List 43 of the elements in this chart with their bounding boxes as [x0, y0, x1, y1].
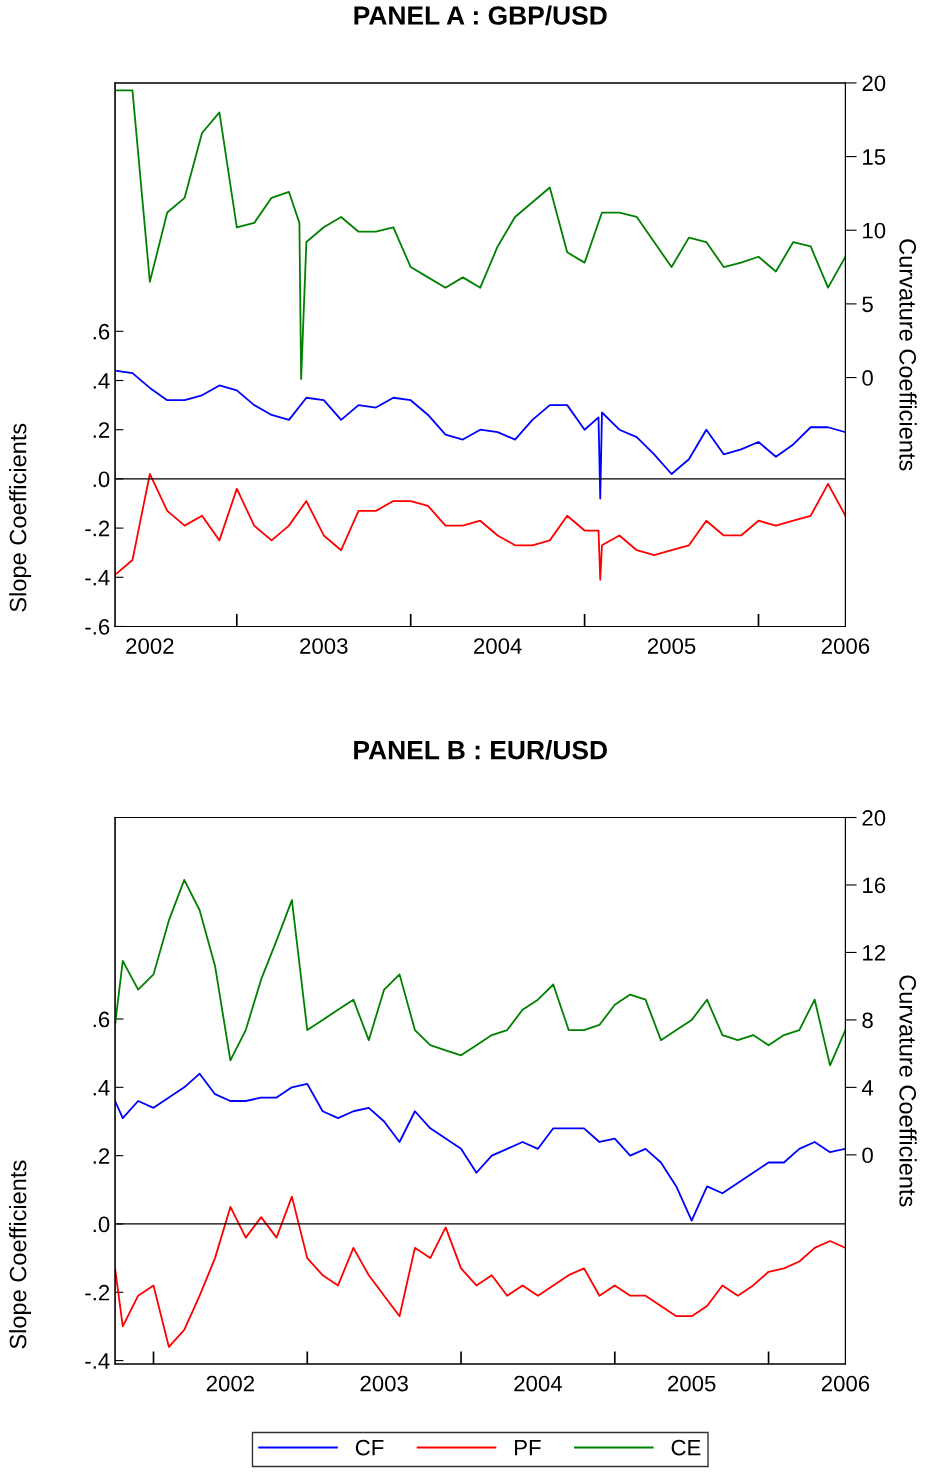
y2-tick-label: 0 [862, 370, 873, 386]
y-tick-label: .2 [93, 1148, 110, 1164]
y2-tick-label: 15 [863, 149, 886, 165]
y2-tick-label: 20 [862, 75, 886, 92]
y-tick-label: -.2 [85, 520, 110, 537]
x-tick-label: 2005 [668, 1375, 716, 1392]
legend-label: PF [515, 1439, 541, 1456]
x-tick-label: 2004 [474, 638, 522, 654]
y-tick-label: .0 [93, 471, 110, 488]
x-tick-label: 2006 [821, 638, 870, 654]
chart-title: PANEL B : EUR/USD [354, 740, 607, 760]
legend-label: CF [355, 1439, 384, 1456]
chart-title: PANEL A : GBP/USD [354, 5, 607, 26]
y-axis-title: Slope Coefficients [9, 1160, 32, 1349]
x-tick-label: 2004 [514, 1375, 562, 1392]
y-tick-label: .6 [93, 323, 110, 340]
y-tick-label: -.6 [85, 619, 110, 635]
y2-tick-label: 20 [862, 810, 886, 826]
y-tick-label: .0 [93, 1216, 110, 1233]
y-tick-label: .2 [93, 422, 110, 438]
x-tick-label: 2002 [126, 638, 174, 654]
x-tick-label: 2005 [647, 638, 696, 654]
y-tick-label: -.2 [85, 1284, 110, 1301]
legend-label: CE [671, 1439, 701, 1456]
y-tick-label: .4 [93, 1080, 110, 1096]
y-tick-label: .6 [93, 1011, 110, 1028]
y2-tick-label: 8 [862, 1012, 873, 1029]
y-axis-title: Slope Coefficients [9, 423, 32, 612]
y-tick-label: .4 [93, 373, 110, 389]
y2-tick-label: 0 [862, 1147, 873, 1164]
y2-axis-title: Curvature Coefficients [899, 239, 917, 471]
y-tick-label: -.4 [85, 570, 110, 586]
y2-tick-label: 10 [863, 222, 886, 239]
y-tick-label: -.4 [85, 1353, 110, 1369]
x-tick-label: 2003 [300, 638, 348, 654]
x-tick-label: 2006 [821, 1375, 870, 1392]
y2-tick-label: 16 [863, 877, 886, 894]
y2-tick-label: 12 [863, 944, 886, 961]
x-tick-label: 2003 [360, 1375, 408, 1392]
y2-axis-title: Curvature Coefficients [899, 975, 917, 1207]
y2-tick-label: 5 [862, 296, 873, 313]
y2-tick-label: 4 [861, 1080, 874, 1096]
x-tick-label: 2002 [206, 1375, 254, 1392]
